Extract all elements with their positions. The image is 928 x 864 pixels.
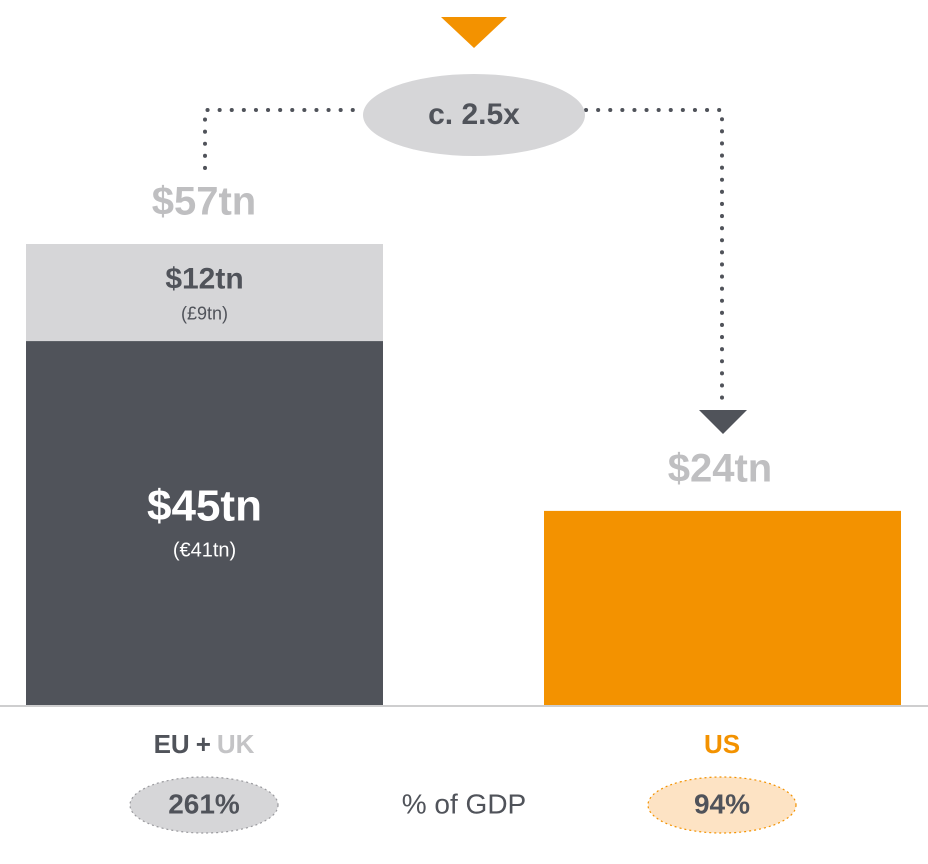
gdp-share: 94% bbox=[694, 788, 750, 819]
pointer-triangle bbox=[441, 17, 507, 48]
category-label: EU + UK bbox=[154, 729, 255, 759]
segment-local-label: (£9tn) bbox=[181, 303, 228, 323]
gdp-label: % of GDP bbox=[402, 788, 526, 819]
category-name: UK bbox=[217, 729, 255, 759]
segment-value-label: $12tn bbox=[165, 262, 243, 295]
gdp-bubble bbox=[129, 776, 279, 834]
segment-value-label: $45tn bbox=[147, 482, 262, 531]
bar-segment bbox=[26, 244, 383, 342]
connector-right bbox=[584, 108, 724, 402]
category-joiner: + bbox=[196, 729, 211, 759]
category-label: US bbox=[704, 729, 740, 759]
gdp-share: 261% bbox=[168, 788, 240, 819]
bar-segment bbox=[26, 341, 383, 705]
total-label: $24tn bbox=[668, 446, 773, 490]
connector-left bbox=[203, 108, 364, 170]
total-label: $57tn bbox=[152, 180, 257, 224]
category-name: US bbox=[704, 729, 740, 759]
ratio-bubble bbox=[363, 74, 585, 156]
ratio-label: c. 2.5x bbox=[428, 98, 520, 131]
segment-local-label: (€41tn) bbox=[173, 539, 236, 561]
bar-segment bbox=[544, 510, 901, 705]
category-name: EU bbox=[154, 729, 190, 759]
arrow-head bbox=[699, 410, 747, 434]
gdp-bubble bbox=[647, 776, 797, 834]
